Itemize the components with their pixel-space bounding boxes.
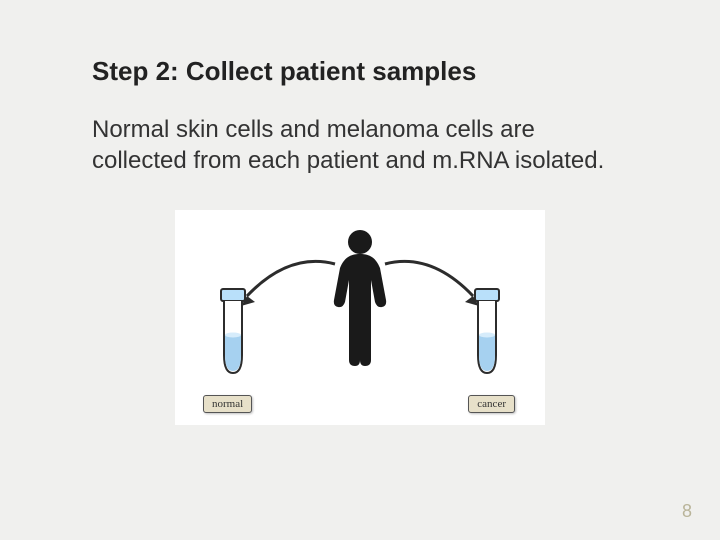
arrow-right-icon [381,258,481,314]
arrow-left-icon [239,258,339,314]
label-cancer: cancer [468,395,515,413]
test-tube-normal-icon [215,287,251,377]
page-number: 8 [682,501,692,522]
test-tube-cancer-icon [469,287,505,377]
slide-content: Step 2: Collect patient samples Normal s… [0,0,720,425]
sample-collection-figure: normal cancer [175,210,545,425]
label-normal: normal [203,395,252,413]
slide-heading: Step 2: Collect patient samples [92,56,628,87]
person-icon [330,228,390,368]
slide-body: Normal skin cells and melanoma cells are… [92,115,628,176]
